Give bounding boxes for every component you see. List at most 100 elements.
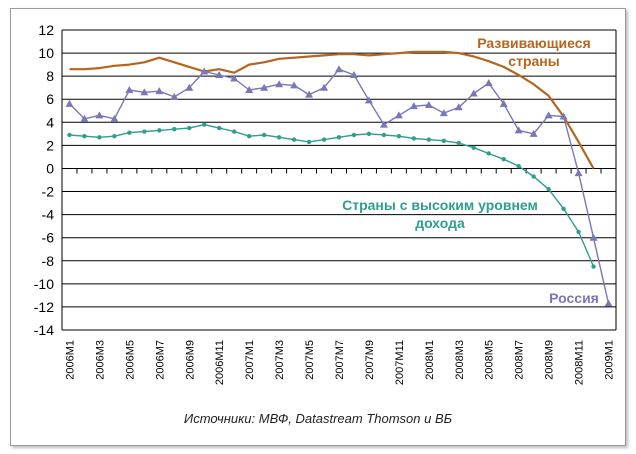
data-point [351, 132, 357, 138]
data-point [484, 79, 493, 87]
y-tick-label: 8 [46, 68, 54, 84]
data-point [246, 133, 252, 139]
x-tick-label: 2006M5 [124, 340, 136, 380]
y-tick-label: 0 [46, 160, 54, 176]
series-line-1 [69, 50, 595, 170]
x-tick-label: 2009M1 [604, 340, 616, 380]
chart-frame [10, 8, 626, 446]
data-point [97, 135, 102, 140]
data-point [544, 111, 553, 119]
data-point [366, 131, 372, 137]
y-tick-label: -8 [42, 253, 55, 269]
data-point [290, 81, 299, 89]
data-point [516, 163, 521, 169]
data-point [364, 96, 373, 104]
data-point [231, 129, 237, 134]
data-point [80, 114, 89, 122]
x-tick-label: 2008M5 [484, 340, 496, 380]
x-tick-label: 2007M5 [304, 340, 316, 380]
y-tick-label: -10 [34, 276, 54, 292]
data-point [501, 157, 506, 162]
data-point [456, 140, 461, 146]
data-point [486, 151, 491, 156]
data-point [409, 102, 418, 110]
y-tick-label: -12 [34, 299, 54, 315]
data-point [381, 132, 387, 138]
x-tick-label: 2008M11 [574, 340, 586, 385]
data-point [140, 88, 149, 96]
data-point [546, 187, 551, 192]
data-point [499, 99, 508, 107]
x-tick-label: 2006M11 [214, 340, 226, 385]
x-tick-label: 2008M9 [544, 340, 556, 380]
data-point [291, 137, 297, 142]
data-point [439, 109, 448, 117]
x-tick-label: 2006M9 [184, 340, 196, 380]
data-point [576, 229, 581, 235]
data-point [604, 299, 613, 307]
data-point [335, 65, 343, 73]
data-point [591, 264, 596, 269]
data-point [202, 122, 207, 127]
data-point [441, 138, 447, 143]
data-point [142, 129, 147, 134]
data-point [187, 125, 192, 131]
data-point [305, 90, 314, 98]
x-tick-label: 2008M1 [424, 340, 436, 380]
y-tick-label: 2 [46, 137, 54, 153]
x-tick-label: 2006M1 [64, 340, 76, 380]
data-point [65, 99, 74, 107]
data-point [396, 133, 402, 139]
data-point [471, 145, 476, 150]
annotation-high-income: Страны с высоким уровнем [342, 197, 538, 213]
data-point [172, 127, 177, 132]
source-note: Источники: МВФ, Datastream Thomson и ВБ [183, 411, 453, 426]
x-tick-label: 2007M7 [334, 340, 346, 380]
data-point [454, 103, 463, 111]
x-tick-label: 2006M7 [154, 340, 166, 380]
data-point [110, 114, 119, 122]
data-point [321, 137, 327, 142]
data-point [112, 133, 117, 139]
data-point [157, 128, 162, 133]
data-point [306, 139, 312, 145]
data-point [531, 174, 536, 179]
y-tick-label: -4 [42, 207, 55, 223]
data-point [127, 130, 132, 135]
data-point [574, 169, 583, 177]
data-point [411, 136, 417, 141]
data-point [514, 126, 523, 134]
series-line-3 [69, 68, 610, 304]
x-tick-label: 2008M7 [514, 340, 526, 380]
data-point [349, 71, 358, 78]
annotation-developing: страны [508, 53, 559, 69]
y-tick-label: -14 [34, 322, 54, 338]
y-tick-label: -2 [42, 184, 55, 200]
y-tick-label: -6 [42, 230, 55, 246]
y-tick-label: 12 [38, 22, 54, 38]
x-tick-label: 2008M3 [454, 340, 466, 380]
x-tick-label: 2006M3 [94, 340, 106, 380]
data-point [185, 83, 194, 91]
data-point [155, 87, 164, 95]
data-point [230, 74, 239, 82]
annotation-high-income: дохода [415, 215, 465, 231]
y-tick-label: 4 [46, 114, 54, 130]
data-point [559, 112, 568, 120]
series-line-2 [69, 123, 595, 267]
data-point [529, 129, 538, 137]
data-point [469, 89, 478, 97]
data-point [394, 111, 403, 119]
data-point [426, 137, 432, 142]
data-point [260, 83, 269, 91]
x-tick-label: 2007M3 [274, 340, 286, 380]
data-point [561, 206, 566, 212]
data-point [589, 233, 598, 241]
data-point [245, 86, 254, 93]
x-tick-label: 2007M9 [364, 340, 376, 380]
data-point [275, 80, 284, 88]
data-point [125, 86, 134, 93]
y-tick-label: 6 [46, 91, 54, 107]
data-point [95, 111, 104, 119]
